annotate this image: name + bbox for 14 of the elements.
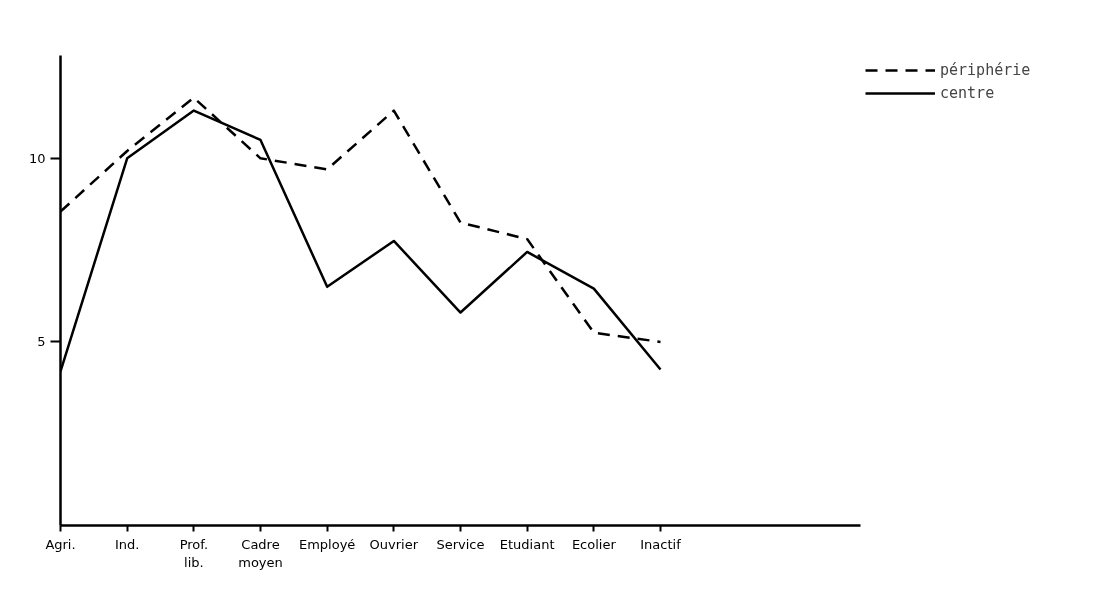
x-tick-label: Inactif	[640, 536, 682, 552]
legend-label: centre	[940, 84, 995, 102]
legend-label: périphérie	[940, 61, 1031, 79]
x-tick-label: Prof. lib.	[179, 536, 209, 570]
x-tick-label: Ouvrier	[369, 536, 419, 552]
x-tick-label: Agri.	[45, 536, 76, 552]
x-tick-label: Service	[436, 536, 485, 552]
x-tick-label: Ind.	[114, 536, 140, 552]
y-tick-label: 5	[37, 334, 46, 350]
x-tick-label: Employé	[298, 536, 356, 552]
y-tick-label: 10	[28, 150, 46, 166]
x-tick-label: Cadre moyen	[238, 536, 283, 570]
x-tick-label: Ecolier	[571, 536, 617, 552]
x-tick-label: Etudiant	[499, 536, 555, 552]
